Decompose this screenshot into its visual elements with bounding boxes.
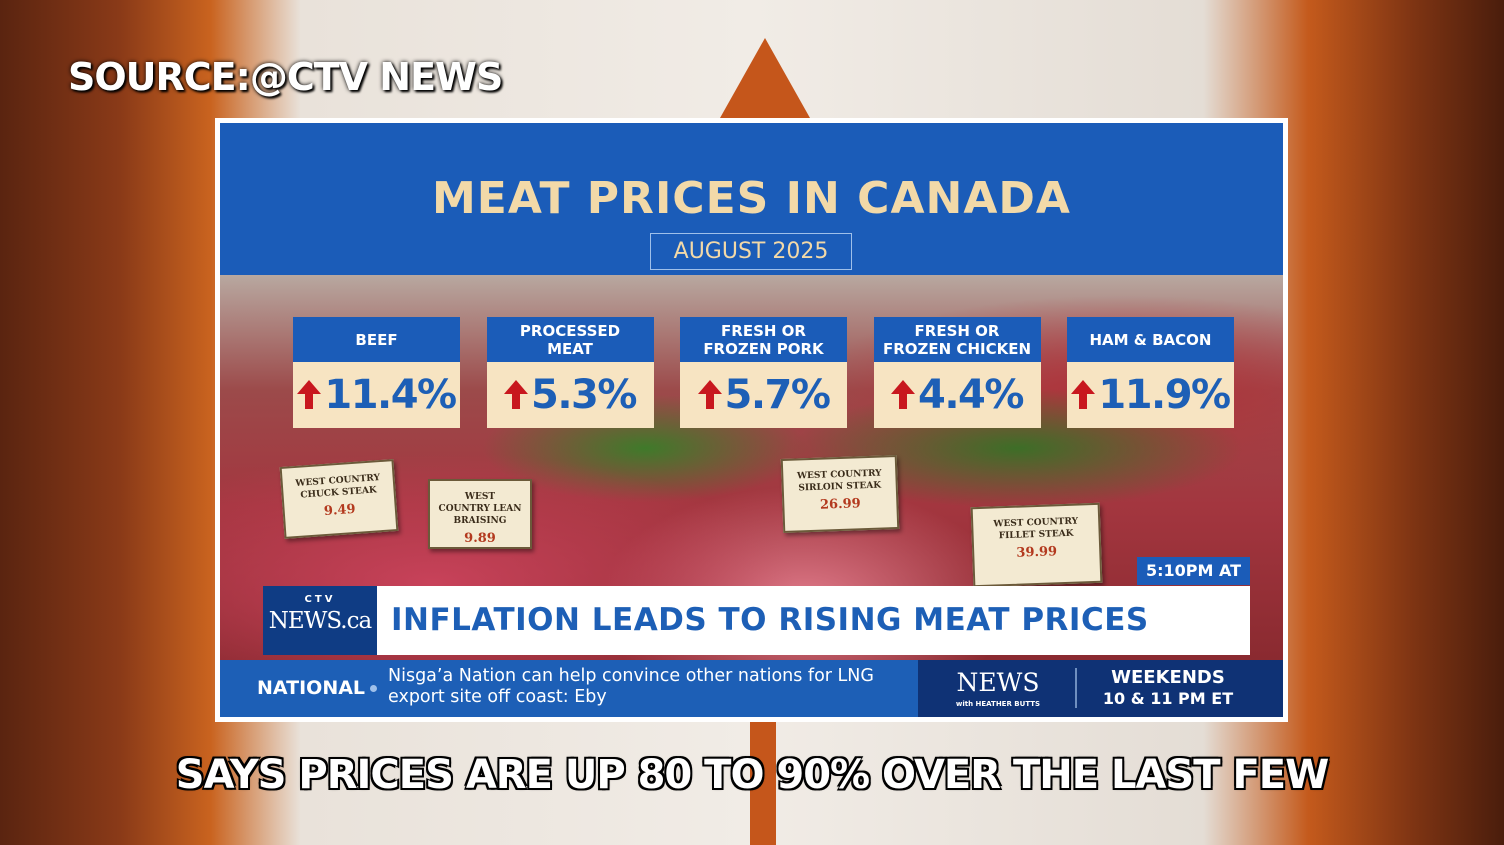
price-tag-price: 9.49 — [323, 501, 357, 520]
source-label: SOURCE:@CTV NEWS — [68, 55, 503, 99]
promo-days: WEEKENDS — [1111, 667, 1225, 688]
stat-label: PROCESSED MEAT — [486, 317, 654, 362]
price-tag: WEST COUNTRY LEAN BRAISING 9.89 — [428, 479, 532, 549]
stat-label: BEEF — [293, 317, 460, 362]
ticker-label: NATIONAL — [257, 677, 366, 699]
price-tag: WEST COUNTRY SIRLOIN STEAK 26.99 — [780, 454, 900, 534]
promo-time: 10 & 11 PM ET — [1102, 689, 1234, 708]
price-tag-name: WEST COUNTRY SIRLOIN STEAK — [796, 468, 882, 494]
stat-card: PROCESSED MEAT 5.3% — [486, 317, 654, 428]
stat-value: 4.4% — [918, 372, 1024, 418]
price-tag: WEST COUNTRY CHUCK STEAK 9.49 — [279, 459, 399, 539]
caption: SAYS PRICES ARE UP 80 TO 90% OVER THE LA… — [175, 752, 1329, 798]
stat-card: BEEF 11.4% — [293, 317, 460, 428]
flag-leaf — [720, 38, 810, 845]
price-tag-name: WEST COUNTRY FILLET STEAK — [993, 516, 1079, 542]
price-tag-price: 26.99 — [819, 496, 861, 513]
price-tag: WEST COUNTRY FILLET STEAK 39.99 — [970, 502, 1103, 588]
up-arrow — [697, 380, 722, 409]
logo-top: CTV — [304, 594, 336, 605]
stat-label: FRESH OR FROZEN PORK — [680, 317, 847, 362]
promo: NEWS with HEATHER BUTTS WEEKENDS 10 & 11… — [918, 660, 1283, 717]
ticker-text: Nisga’a Nation can help convince other n… — [388, 666, 874, 707]
separator — [1075, 668, 1077, 708]
stat-value: 11.9% — [1098, 372, 1231, 418]
stat-card: HAM & BACON 11.9% — [1067, 317, 1234, 428]
up-arrow — [891, 380, 916, 409]
ticker-dot — [370, 685, 377, 692]
stat-value-box: 5.7% — [680, 362, 847, 428]
stat-card: FRESH OR FROZEN PORK 5.7% — [680, 317, 847, 428]
up-arrow — [297, 380, 322, 409]
headline: INFLATION LEADS TO RISING MEAT PRICES — [391, 602, 1149, 638]
stat-value: 11.4% — [324, 372, 457, 418]
stat-label: FRESH OR FROZEN CHICKEN — [873, 317, 1041, 362]
promo-host: with HEATHER BUTTS — [955, 700, 1041, 708]
ctv-logo: CTV NEWS.ca — [263, 586, 377, 655]
logo-main: NEWS.ca — [268, 608, 372, 634]
up-arrow — [1071, 380, 1096, 409]
ticker: NATIONAL Nisga’a Nation can help convinc… — [220, 660, 1283, 717]
stat-value-box: 11.9% — [1067, 362, 1234, 428]
stat-value-box: 4.4% — [873, 362, 1041, 428]
stat-card: FRESH OR FROZEN CHICKEN 4.4% — [873, 317, 1041, 428]
promo-show: NEWS — [956, 668, 1040, 697]
stat-label: HAM & BACON — [1067, 317, 1234, 362]
air-time: 5:10PM AT — [1137, 557, 1250, 585]
graphic-subtitle: AUGUST 2025 — [650, 233, 852, 270]
stat-value: 5.7% — [724, 372, 831, 418]
price-tag-price: 9.89 — [464, 531, 496, 546]
stat-value-box: 11.4% — [293, 362, 460, 428]
stat-value: 5.3% — [531, 372, 637, 418]
graphic-title: MEAT PRICES IN CANADA — [432, 173, 1071, 224]
price-tag-name: WEST COUNTRY CHUCK STEAK — [295, 473, 381, 501]
stat-value-box: 5.3% — [486, 362, 654, 428]
headline-bar: INFLATION LEADS TO RISING MEAT PRICES — [377, 586, 1250, 655]
price-tag-name: WEST COUNTRY LEAN BRAISING — [438, 492, 522, 526]
up-arrow — [504, 380, 529, 409]
price-tag-price: 39.99 — [1016, 544, 1058, 561]
news-frame: MEAT PRICES IN CANADA AUGUST 2025 BEEF 11… — [215, 118, 1288, 722]
